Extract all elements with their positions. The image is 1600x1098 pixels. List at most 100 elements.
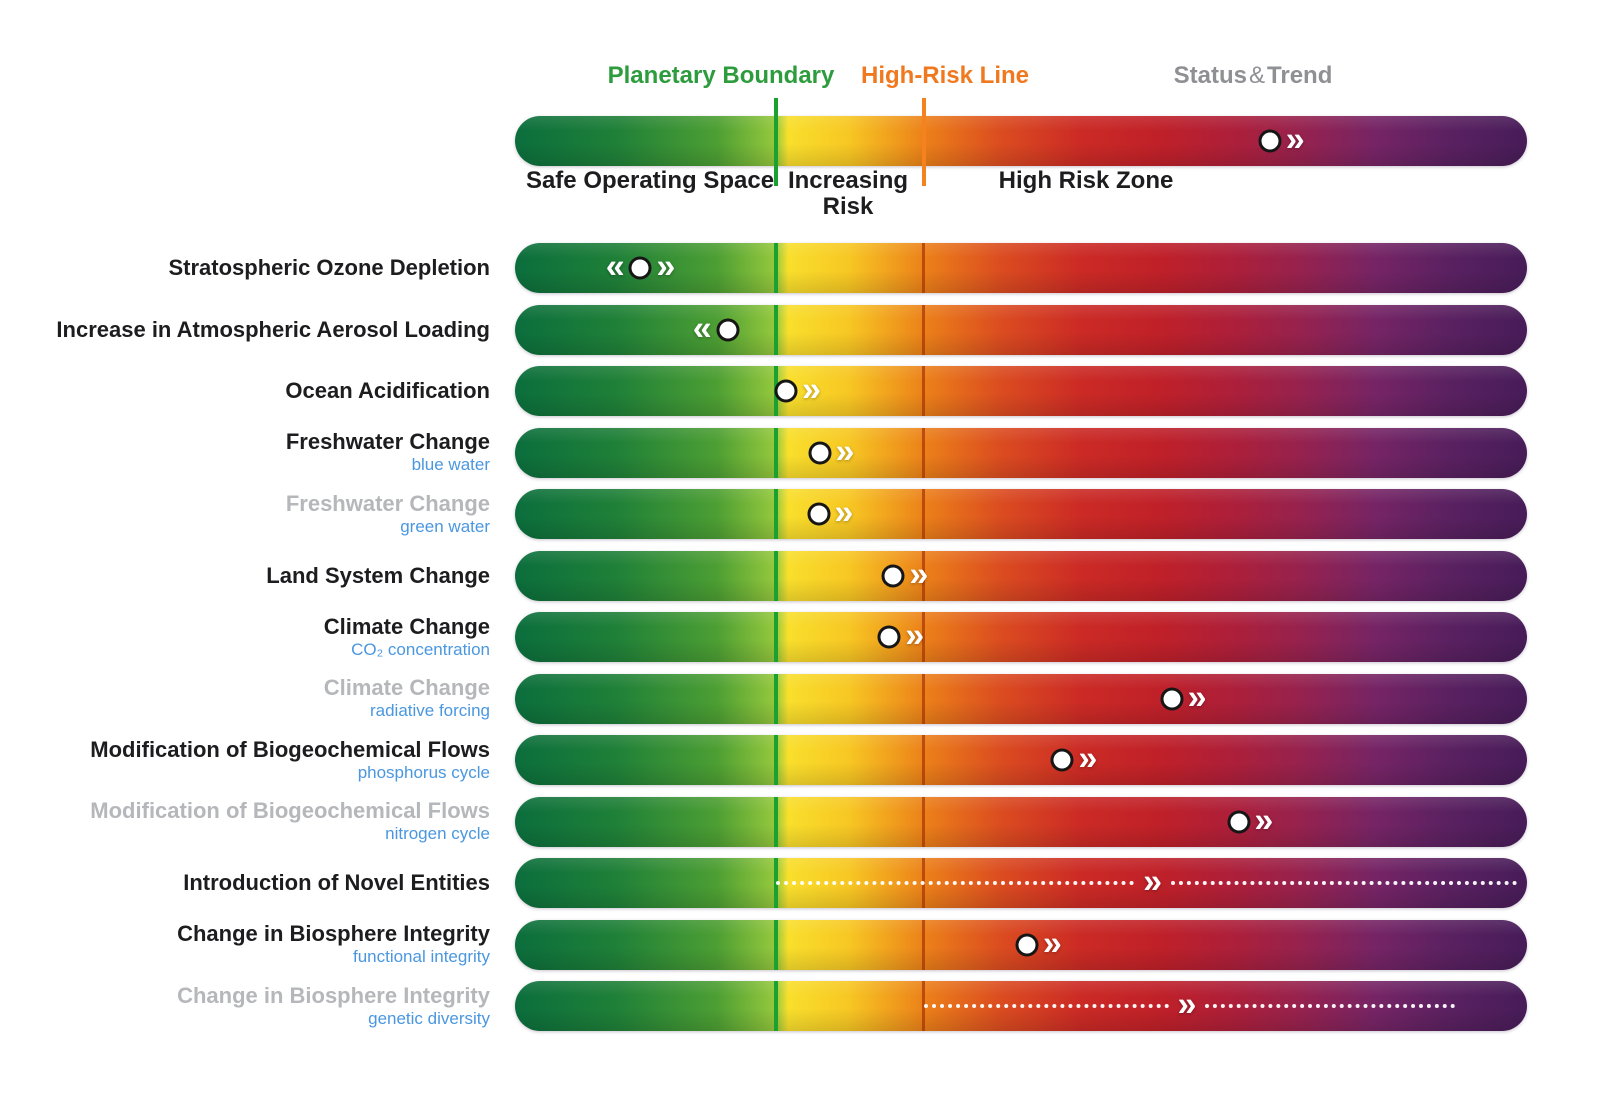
- row-subtitle: CO₂ concentration: [351, 639, 490, 659]
- row-label: Freshwater Change blue water: [0, 428, 490, 478]
- planetary-boundary-tick: [774, 98, 778, 186]
- status-dot: [628, 256, 652, 280]
- row-title: Climate Change: [323, 675, 490, 700]
- trend-right-chevron-icon: »: [1254, 801, 1274, 840]
- high-risk-line-mark: [921, 427, 925, 478]
- status-dot: [877, 625, 901, 649]
- trend-right-chevron-icon: »: [909, 555, 929, 594]
- trend-right-chevron-icon: »: [1187, 678, 1207, 717]
- row-gradient-bar: »: [515, 366, 1527, 416]
- row-label: Freshwater Change green water: [0, 489, 490, 539]
- high-risk-line-mark: [921, 366, 925, 416]
- row-gradient-bar: »: [515, 489, 1527, 539]
- high-risk-tick: [922, 98, 926, 186]
- row-subtitle: phosphorus cycle: [357, 762, 490, 782]
- status-dot: [774, 379, 798, 403]
- row-label: Change in Biosphere Integrity genetic div…: [0, 981, 490, 1031]
- row-label: Change in Biosphere Integrity functional …: [0, 920, 490, 970]
- row-subtitle: radiative forcing: [369, 701, 490, 720]
- row-title: Introduction of Novel Entities: [183, 870, 490, 895]
- status-dot: [1015, 933, 1039, 956]
- row-title: Stratospheric Ozone Depletion: [168, 255, 491, 280]
- row-title: Modification of Biogeochemical Flows: [90, 736, 490, 762]
- trend-word: Trend: [1267, 62, 1333, 89]
- trend-right-chevron-icon: »: [802, 370, 821, 409]
- status-trend-header: Status&Trend: [1174, 62, 1333, 90]
- trend-left-chevron-icon: «: [692, 309, 712, 348]
- row-gradient-bar: »: [515, 673, 1527, 724]
- row-label: Ocean Acidification: [0, 366, 490, 416]
- row-label: Modification of Biogeochemical Flows phos…: [0, 735, 490, 785]
- row-label: Introduction of Novel Entities: [0, 858, 490, 908]
- ampersand: &: [1249, 62, 1266, 89]
- row-subtitle: nitrogen cycle: [385, 824, 490, 843]
- row-label: Land System Change: [0, 551, 490, 601]
- status-dot: [808, 441, 832, 464]
- high-risk-line-mark: [921, 919, 925, 970]
- trend-right-chevron-icon: »: [835, 432, 855, 471]
- planetary-boundary-line: [774, 981, 779, 1031]
- row-title: Freshwater Change: [285, 429, 490, 454]
- row-gradient-bar: «»: [515, 243, 1527, 293]
- row-title: Land System Change: [266, 562, 490, 588]
- row-gradient-bar: «: [515, 304, 1527, 355]
- trend-right-chevron-icon: »: [1042, 924, 1062, 963]
- zone-label-increasing-line1: Increasing: [787, 167, 909, 194]
- row-label: Stratospheric Ozone Depletion: [0, 243, 491, 293]
- trend-right-chevron-icon: »: [1078, 739, 1098, 778]
- trend-dotted-line: [776, 881, 1135, 885]
- planetary-boundary-line: [774, 612, 779, 662]
- status-dot: [1258, 129, 1282, 153]
- high-risk-line-mark: [921, 243, 925, 293]
- row-subtitle: functional integrity: [352, 947, 490, 966]
- high-risk-line-mark: [921, 981, 925, 1031]
- planetary-boundary-line: [774, 919, 779, 970]
- trend-right-chevron-icon: »: [1285, 120, 1305, 159]
- row-title: Freshwater Change: [285, 490, 490, 516]
- zone-label-increasing-risk: Increasing Risk: [788, 168, 908, 220]
- row-subtitle: genetic diversity: [368, 1008, 490, 1028]
- row-title: Increase in Atmospheric Aerosol Loading: [56, 316, 490, 342]
- row-gradient-bar: »: [515, 796, 1527, 847]
- trend-dotted-line: [1170, 881, 1517, 885]
- high-risk-line-mark: [921, 796, 925, 847]
- planetary-boundary-line: [774, 550, 779, 601]
- planetary-boundary-line: [774, 673, 779, 724]
- planetary-boundary-line: [774, 427, 779, 478]
- row-subtitle: blue water: [411, 455, 490, 474]
- planetary-boundary-line: [774, 796, 779, 847]
- status-dot: [881, 564, 905, 587]
- trend-dotted-line: [923, 1004, 1169, 1008]
- planetary-boundary-line: [774, 304, 779, 355]
- high-risk-line-mark: [921, 612, 925, 662]
- trend-right-chevron-icon: »: [1177, 985, 1197, 1024]
- row-label: Increase in Atmospheric Aerosol Loading: [0, 305, 490, 355]
- row-label: Climate Change CO₂ concentration: [0, 612, 490, 662]
- row-gradient-bar: »: [515, 612, 1527, 662]
- row-gradient-bar: »: [515, 735, 1527, 785]
- status-dot: [807, 502, 831, 526]
- trend-dotted-line: [1205, 1004, 1456, 1008]
- high-risk-line-mark: [921, 735, 925, 785]
- legend-gradient-bar: »: [515, 116, 1527, 166]
- planetary-boundary-header: Planetary Boundary: [607, 62, 835, 89]
- zone-label-safe: Safe Operating Space: [525, 167, 775, 194]
- trend-right-chevron-icon: »: [1143, 862, 1163, 901]
- planetary-boundary-line: [774, 489, 779, 539]
- row-label: Climate Change radiative forcing: [0, 674, 490, 724]
- row-gradient-bar: »: [515, 427, 1527, 478]
- status-dot: [1050, 748, 1074, 772]
- status-dot: [716, 318, 740, 341]
- status-dot: [1227, 810, 1251, 833]
- zone-label-increasing-line2: Risk: [822, 193, 874, 220]
- row-title: Climate Change: [323, 613, 490, 639]
- trend-right-chevron-icon: »: [834, 493, 854, 532]
- high-risk-line-mark: [921, 489, 925, 539]
- row-gradient-bar: »: [515, 981, 1527, 1031]
- row-gradient-bar: »: [515, 858, 1527, 908]
- trend-right-chevron-icon: »: [656, 247, 676, 286]
- row-title: Ocean Acidification: [285, 378, 490, 403]
- row-gradient-bar: »: [515, 550, 1527, 601]
- high-risk-line-mark: [921, 304, 925, 355]
